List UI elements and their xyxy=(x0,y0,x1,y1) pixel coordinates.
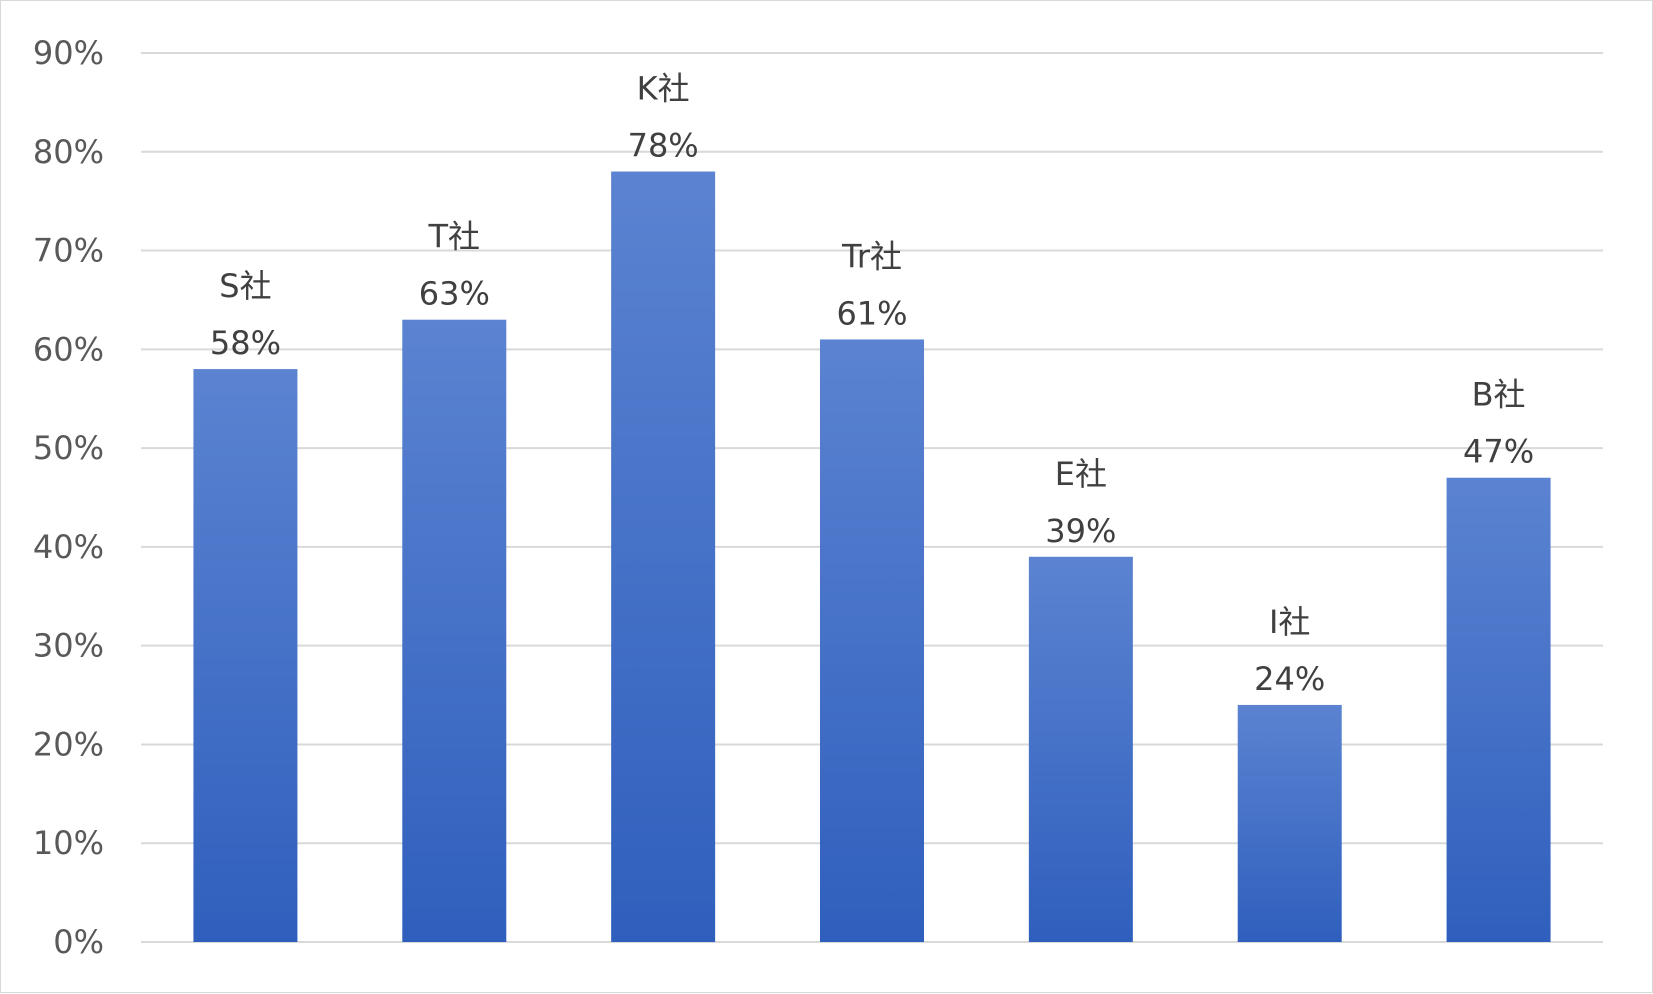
category-label: Tr社 xyxy=(841,237,902,275)
y-tick-label: 0% xyxy=(53,923,104,961)
bar xyxy=(1028,556,1133,942)
y-tick-label: 50% xyxy=(33,429,104,467)
y-tick-label: 40% xyxy=(33,528,104,566)
y-axis-ticks: 0% 10% 20% 30% 40% 50% 60% 70% 80% 90% xyxy=(33,34,104,961)
y-tick-label: 10% xyxy=(33,824,104,862)
bar xyxy=(611,171,716,943)
y-tick-label: 20% xyxy=(33,725,104,763)
category-label: S社 xyxy=(219,267,271,305)
y-tick-label: 70% xyxy=(33,232,104,270)
bars xyxy=(193,171,1551,943)
y-tick-label: 30% xyxy=(33,627,104,665)
bar xyxy=(820,339,924,942)
value-label: 63% xyxy=(419,275,490,313)
value-label: 24% xyxy=(1254,660,1325,698)
value-label: 61% xyxy=(836,294,907,332)
category-label: E社 xyxy=(1055,455,1107,493)
category-label: I社 xyxy=(1269,603,1310,641)
category-label: K社 xyxy=(637,70,690,108)
y-tick-label: 80% xyxy=(33,133,104,171)
bar xyxy=(193,369,298,943)
data-labels: S社 58% T社 63% K社 78% Tr社 61% E社 39% I社 24% B社 47% xyxy=(210,70,1534,698)
value-label: 39% xyxy=(1045,512,1116,550)
bar xyxy=(1446,477,1551,942)
value-label: 58% xyxy=(210,324,281,362)
category-label: B社 xyxy=(1472,376,1526,414)
value-label: 78% xyxy=(628,127,699,165)
y-tick-label: 60% xyxy=(33,330,104,368)
bar xyxy=(402,319,507,942)
bar xyxy=(1237,704,1342,942)
category-label: T社 xyxy=(428,218,481,256)
y-tick-label: 90% xyxy=(33,34,104,72)
value-label: 47% xyxy=(1463,433,1534,471)
